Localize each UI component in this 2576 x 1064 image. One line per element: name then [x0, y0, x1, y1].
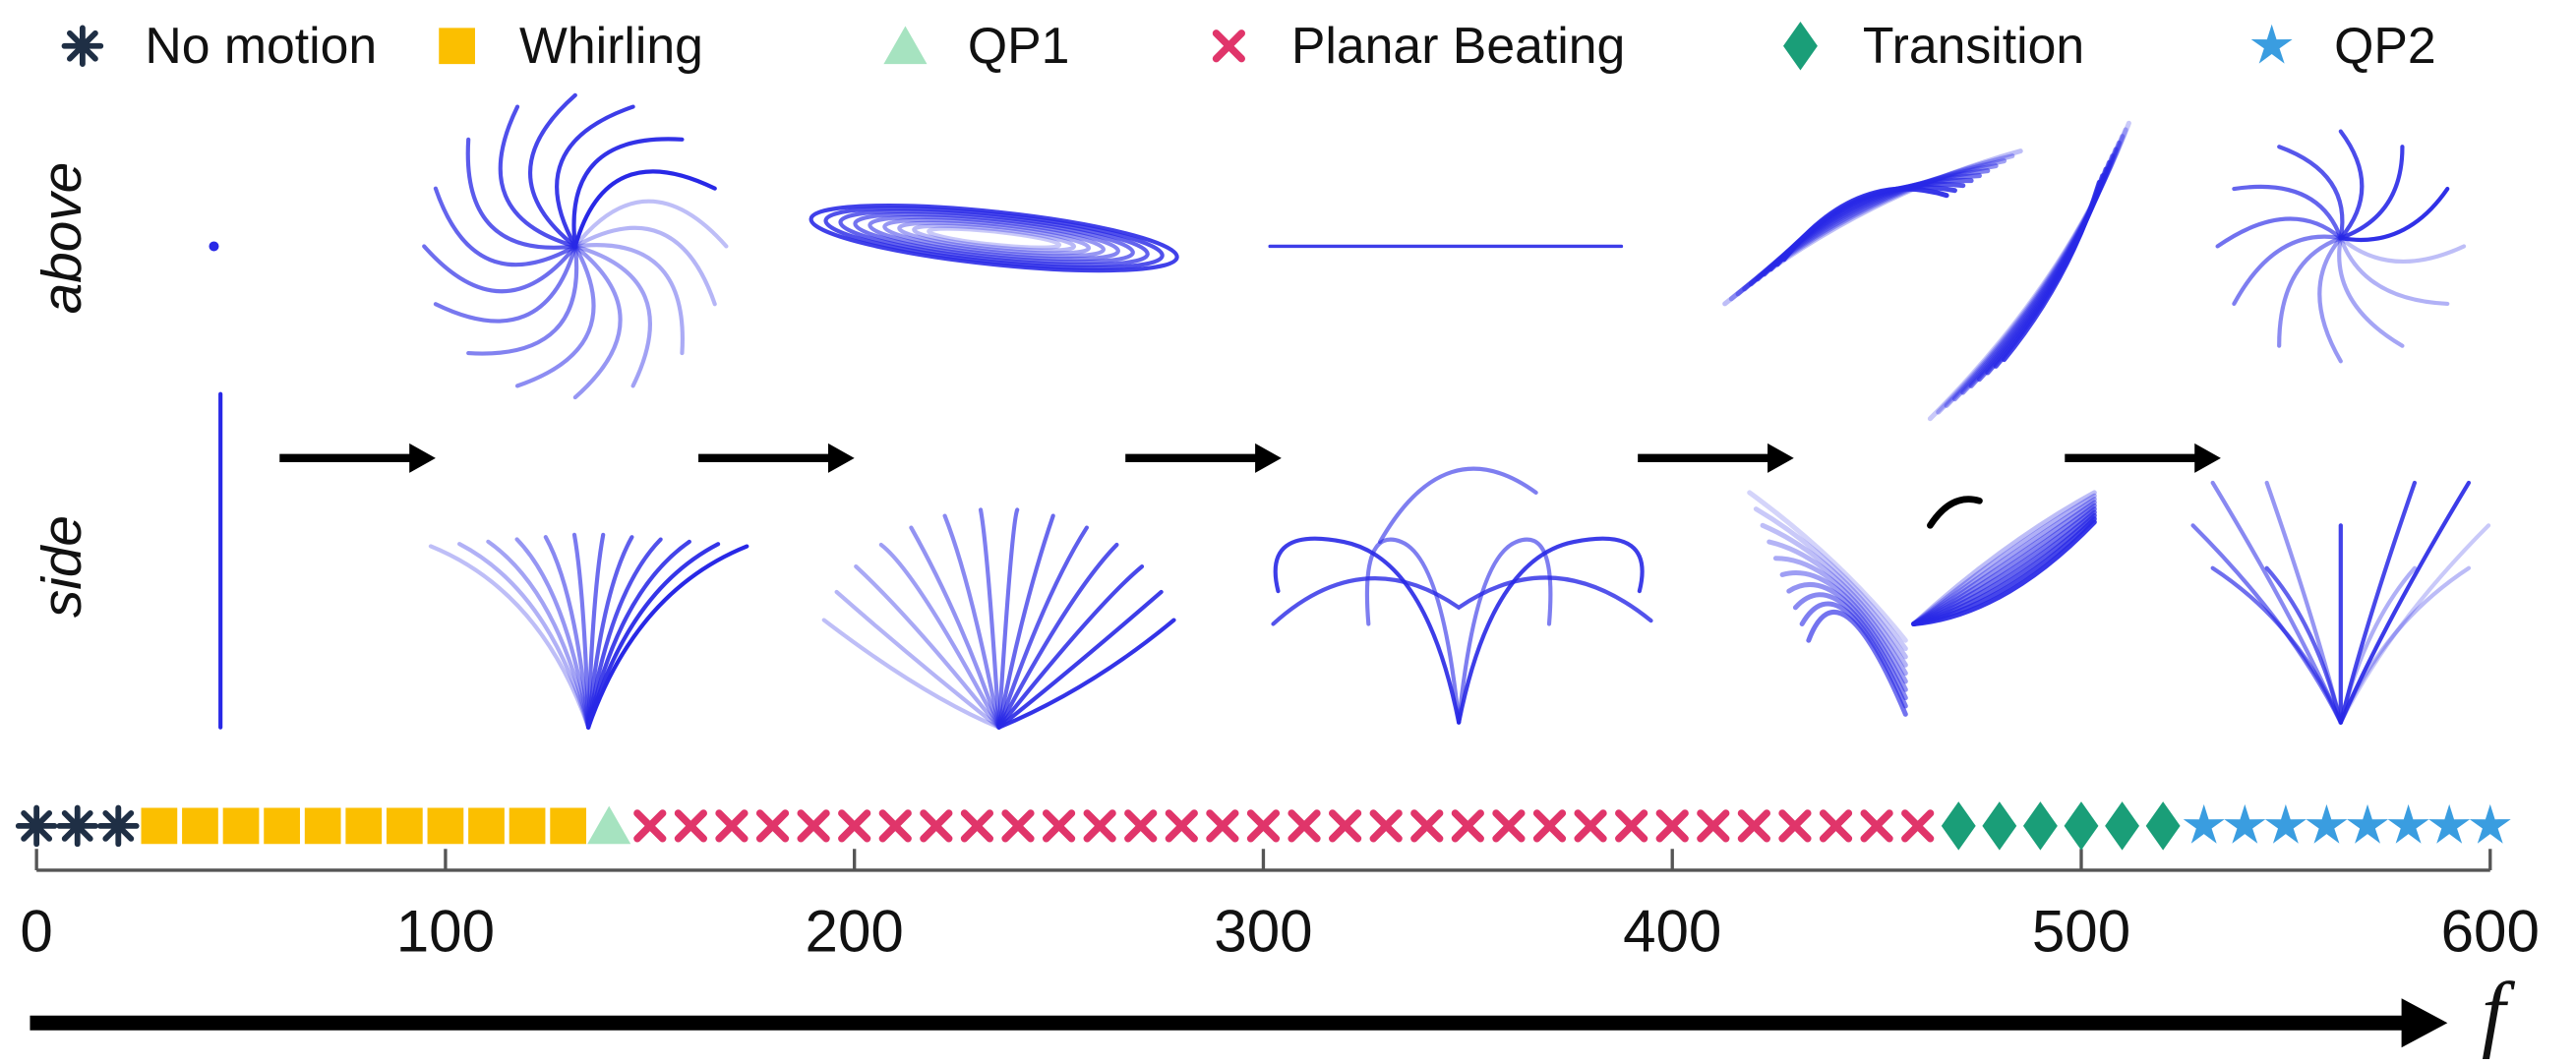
x-tick-label: 0 — [20, 899, 52, 965]
data-marker — [223, 808, 260, 845]
data-marker — [468, 808, 505, 845]
legend-label: QP1 — [968, 17, 1070, 74]
x-tick-label: 500 — [2032, 899, 2130, 965]
row-label: above — [31, 162, 93, 315]
x-tick-label: 300 — [1214, 899, 1312, 965]
legend-label: Whirling — [519, 17, 703, 74]
data-marker — [182, 808, 218, 845]
data-marker — [59, 808, 95, 845]
data-marker — [142, 808, 178, 845]
data-marker — [264, 808, 300, 845]
legend-label: Transition — [1863, 17, 2084, 74]
x-tick-label: 200 — [806, 899, 904, 965]
figure: above side f No motionWhirlingQP1Planar … — [0, 0, 2576, 1064]
data-marker — [19, 808, 55, 845]
legend-symbol — [439, 28, 475, 64]
data-marker — [305, 808, 341, 845]
x-tick-label: 400 — [1623, 899, 1721, 965]
data-marker — [428, 808, 464, 845]
row-label: side — [31, 515, 93, 618]
filament-dot — [209, 241, 218, 251]
data-marker — [100, 808, 137, 845]
legend-label: No motion — [145, 17, 377, 74]
x-tick-label: 600 — [2441, 899, 2540, 965]
data-marker — [345, 808, 382, 845]
legend-label: QP2 — [2334, 17, 2436, 74]
legend-label: Planar Beating — [1291, 17, 1625, 74]
data-marker — [387, 808, 423, 845]
x-tick-label: 100 — [396, 899, 495, 965]
legend-symbol — [65, 28, 101, 64]
data-marker — [550, 808, 586, 845]
data-marker — [509, 808, 546, 845]
